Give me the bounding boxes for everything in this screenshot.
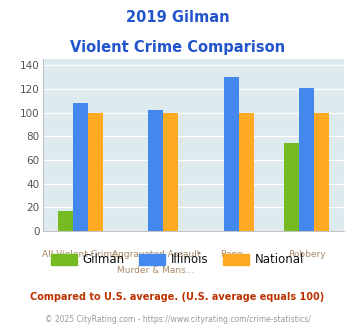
- Bar: [58, 211, 73, 231]
- Text: Violent Crime Comparison: Violent Crime Comparison: [70, 40, 285, 54]
- Bar: [314, 113, 329, 231]
- Text: Murder & Mans...: Murder & Mans...: [117, 266, 195, 275]
- Text: Robbery: Robbery: [288, 250, 326, 259]
- Bar: [163, 113, 178, 231]
- Text: © 2025 CityRating.com - https://www.cityrating.com/crime-statistics/: © 2025 CityRating.com - https://www.city…: [45, 315, 310, 324]
- Bar: [73, 103, 88, 231]
- Bar: [299, 88, 314, 231]
- Bar: [239, 113, 254, 231]
- Bar: [284, 144, 299, 231]
- Bar: [88, 113, 103, 231]
- Text: 2019 Gilman: 2019 Gilman: [126, 10, 229, 25]
- Bar: [148, 110, 163, 231]
- Bar: [224, 77, 239, 231]
- Text: Aggravated Assault: Aggravated Assault: [111, 250, 200, 259]
- Text: Rape: Rape: [220, 250, 242, 259]
- Legend: Gilman, Illinois, National: Gilman, Illinois, National: [51, 253, 304, 266]
- Text: Compared to U.S. average. (U.S. average equals 100): Compared to U.S. average. (U.S. average …: [31, 292, 324, 302]
- Text: All Violent Crime: All Violent Crime: [43, 250, 118, 259]
